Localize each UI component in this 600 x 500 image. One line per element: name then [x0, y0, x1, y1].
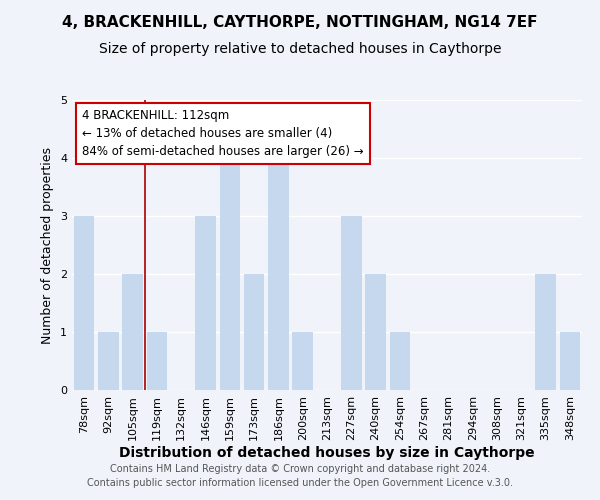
Text: 4, BRACKENHILL, CAYTHORPE, NOTTINGHAM, NG14 7EF: 4, BRACKENHILL, CAYTHORPE, NOTTINGHAM, N… — [62, 15, 538, 30]
Bar — [292, 332, 313, 390]
Text: Contains HM Land Registry data © Crown copyright and database right 2024.
Contai: Contains HM Land Registry data © Crown c… — [87, 464, 513, 487]
Bar — [98, 332, 119, 390]
Bar — [195, 216, 216, 390]
X-axis label: Distribution of detached houses by size in Caythorpe: Distribution of detached houses by size … — [119, 446, 535, 460]
Bar — [146, 332, 167, 390]
Text: 4 BRACKENHILL: 112sqm
← 13% of detached houses are smaller (4)
84% of semi-detac: 4 BRACKENHILL: 112sqm ← 13% of detached … — [82, 108, 364, 158]
Bar — [220, 158, 240, 390]
Y-axis label: Number of detached properties: Number of detached properties — [41, 146, 55, 344]
Bar — [389, 332, 410, 390]
Bar — [365, 274, 386, 390]
Bar — [122, 274, 143, 390]
Bar — [244, 274, 265, 390]
Bar — [74, 216, 94, 390]
Bar — [268, 158, 289, 390]
Bar — [560, 332, 580, 390]
Bar — [535, 274, 556, 390]
Bar — [341, 216, 362, 390]
Text: Size of property relative to detached houses in Caythorpe: Size of property relative to detached ho… — [99, 42, 501, 56]
